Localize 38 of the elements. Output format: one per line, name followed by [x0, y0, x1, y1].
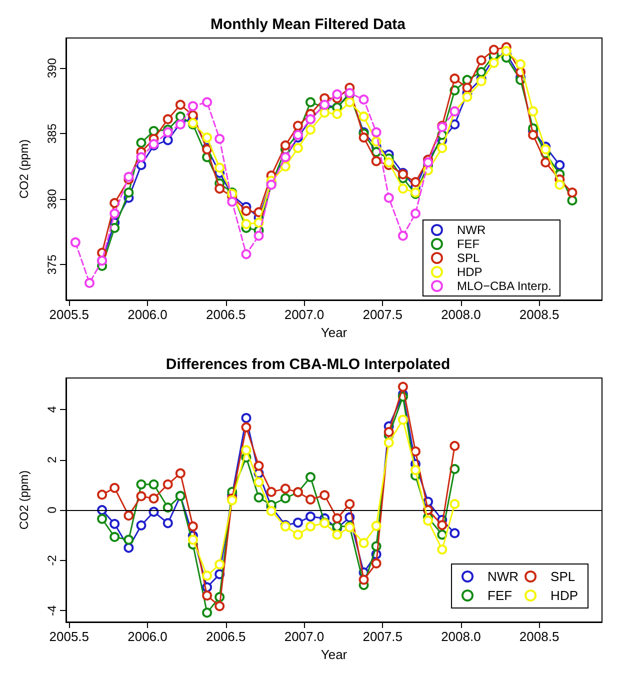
legend-label: HDP [550, 588, 578, 603]
legend-label: NWR [488, 569, 519, 584]
y-tick-label: -2 [45, 554, 59, 566]
y-axis-title: CO2 (ppm) [17, 139, 31, 199]
x-tick-label: 2008.0 [441, 629, 481, 644]
chart-title: Monthly Mean Filtered Data [210, 16, 406, 33]
y-tick-label: 385 [45, 123, 59, 144]
y-tick-label: 390 [45, 58, 59, 78]
y-tick-label: 375 [45, 254, 59, 275]
x-tick-label: 2006.0 [128, 307, 168, 322]
x-tick-label: 2008.0 [441, 307, 481, 322]
x-tick-label: 2007.5 [362, 629, 402, 644]
legend-label: HDP [456, 265, 482, 279]
x-tick-label: 2005.5 [49, 629, 90, 644]
y-tick-label: 2 [45, 456, 59, 464]
x-axis-title: Year [320, 647, 348, 662]
x-tick-label: 2008.5 [519, 629, 560, 644]
legend-label: MLO−CBA Interp. [456, 279, 552, 293]
x-tick-label: 2007.5 [362, 307, 402, 322]
x-tick-label: 2005.5 [49, 307, 90, 322]
x-axis-title: Year [320, 325, 348, 340]
x-tick-label: 2007.0 [284, 307, 324, 322]
x-tick-label: 2006.0 [128, 629, 168, 644]
y-tick-label: 0 [45, 506, 59, 514]
legend-label: FEF [456, 237, 480, 251]
y-axis-title: CO2 (ppm) [17, 470, 31, 530]
x-tick-label: 2008.5 [519, 307, 560, 322]
y-tick-label: -4 [45, 605, 59, 616]
legend-label: SPL [550, 569, 576, 584]
x-tick-label: 2006.5 [206, 307, 246, 322]
legend-label: SPL [456, 251, 480, 265]
legend-label: FEF [488, 588, 512, 603]
x-tick-label: 2007.0 [284, 629, 324, 644]
chart-title: Differences from CBA-MLO Interpolated [166, 356, 450, 373]
y-tick-label: 380 [45, 188, 59, 210]
legend-label: NWR [456, 223, 486, 237]
y-tick-label: 4 [45, 406, 59, 413]
x-tick-label: 2006.5 [206, 629, 246, 644]
